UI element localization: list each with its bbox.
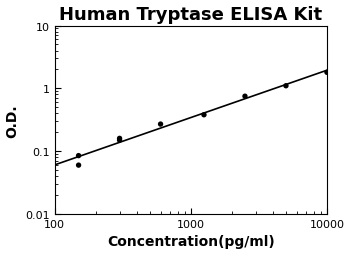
Point bbox=[324, 71, 330, 75]
Point bbox=[242, 95, 248, 99]
Point bbox=[283, 84, 289, 88]
X-axis label: Concentration(pg/ml): Concentration(pg/ml) bbox=[107, 234, 275, 248]
Point bbox=[76, 154, 82, 158]
Point bbox=[158, 122, 163, 126]
Point bbox=[201, 113, 207, 117]
Point bbox=[76, 163, 82, 167]
Y-axis label: O.D.: O.D. bbox=[6, 104, 20, 137]
Title: Human Tryptase ELISA Kit: Human Tryptase ELISA Kit bbox=[59, 6, 322, 23]
Point bbox=[117, 137, 122, 141]
Point bbox=[117, 138, 122, 142]
